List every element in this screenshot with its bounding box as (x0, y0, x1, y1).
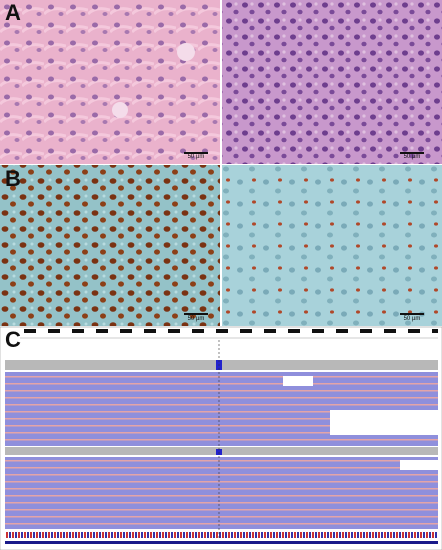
histology-image (0, 0, 220, 164)
panel-label: C (5, 327, 21, 352)
gene-track (5, 541, 438, 544)
ruler (20, 329, 438, 333)
ihc-image (222, 165, 442, 326)
gap (400, 460, 438, 470)
histology-image (222, 0, 442, 164)
gap (330, 410, 438, 435)
panel-label: A (5, 0, 21, 25)
scale-label: 50 µm (188, 316, 205, 322)
scale-bar (184, 313, 208, 315)
scale-label: 50 µm (404, 316, 421, 322)
scale-label: 50 µm (404, 154, 421, 160)
sequence-track (5, 532, 438, 538)
scale-bar (184, 152, 208, 154)
reads (5, 457, 438, 529)
vacuole (177, 43, 195, 61)
panel-label: B (5, 166, 21, 191)
scale-label: 50 µm (188, 154, 205, 160)
vacuole (112, 102, 128, 118)
scale-bar (400, 313, 424, 315)
scale-bar (400, 152, 424, 154)
gap (283, 376, 313, 386)
ihc-image (0, 165, 220, 326)
